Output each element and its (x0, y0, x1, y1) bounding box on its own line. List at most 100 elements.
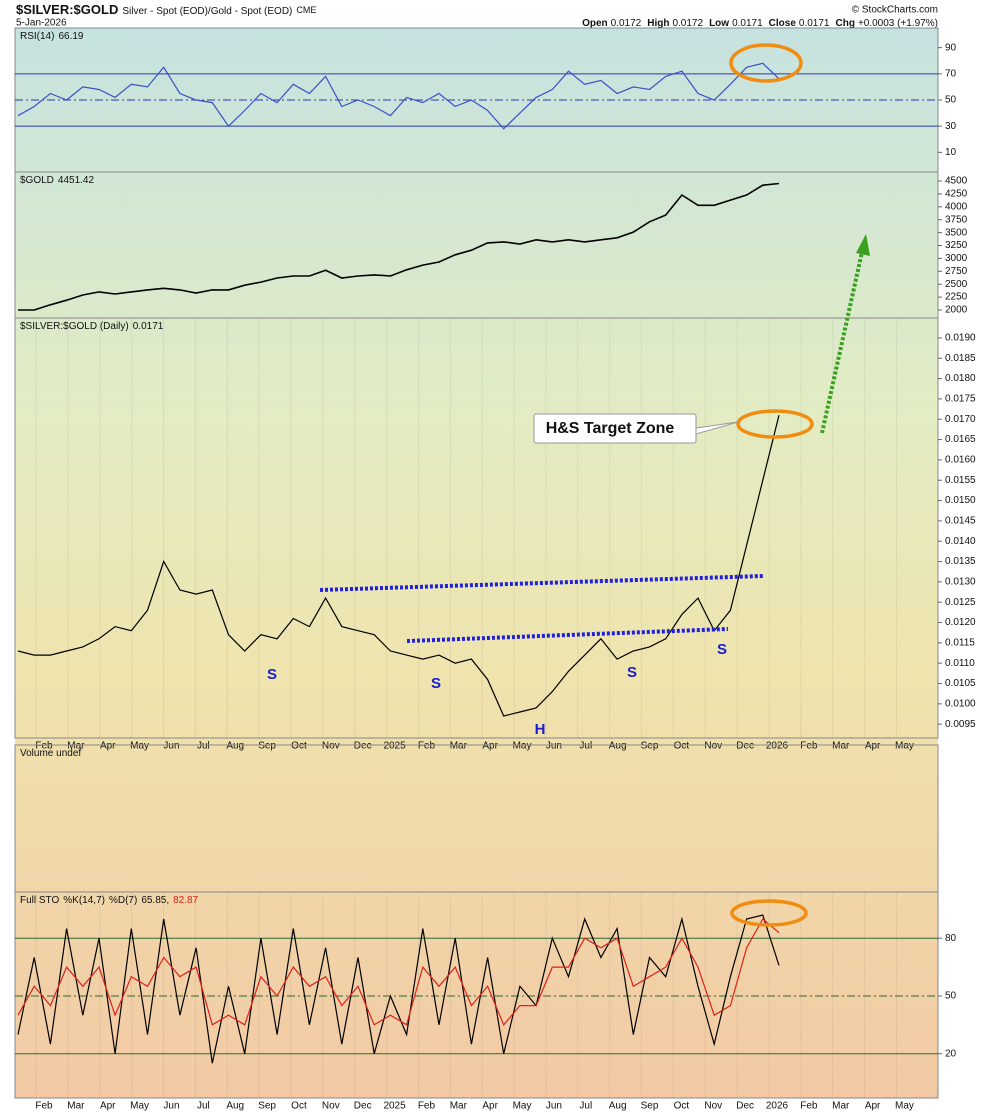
legend-value: 82.87 (173, 895, 198, 906)
legend-separator: , (166, 895, 169, 906)
ohlc-label: Low (709, 18, 729, 29)
x-tick-label: May (130, 741, 149, 752)
y-tick-label: 3750 (945, 214, 968, 225)
y-tick-label: 70 (945, 68, 957, 79)
x-tick-label: Jul (197, 741, 210, 752)
charts: 10 30 50 70 90 RSI(14) 66.19 2000 2250 2500 2750 30… (14, 27, 976, 1112)
arrow-shaft (820, 251, 864, 434)
x-tick-label: May (513, 741, 532, 752)
description: Silver - Spot (EOD)/Gold - Spot (EOD) (122, 6, 292, 17)
y-tick-label: 0.0185 (945, 353, 976, 364)
y-tick-label: 0.0095 (945, 719, 976, 730)
x-tick-label: Mar (450, 1101, 468, 1112)
x-tick-label: Oct (674, 741, 690, 752)
y-tick-label: 0.0100 (945, 698, 976, 709)
panel-frame (14, 891, 939, 1099)
y-tick-label: 0.0115 (945, 638, 975, 649)
legend-value: 0.0171 (133, 321, 164, 332)
y-tick-label: 50 (945, 95, 957, 106)
x-tick-label: May (895, 741, 914, 752)
y-tick-label: 30 (945, 121, 957, 132)
y-tick-label: 10 (945, 147, 957, 158)
ohlc-value: 0.0171 (732, 18, 763, 29)
x-tick-label: Sep (258, 741, 276, 752)
x-tick-label: 2026 (766, 741, 789, 752)
x-tick-label: Aug (226, 1101, 244, 1112)
x-tick-label: Oct (291, 741, 307, 752)
highlight-ellipse (736, 409, 814, 439)
y-tick-label: 20 (945, 1048, 957, 1059)
y-tick-label: 0.0110 (945, 658, 975, 669)
x-tick-label: Jul (579, 1101, 592, 1112)
x-tick-label: Apr (865, 741, 881, 752)
x-tick-label: Mar (832, 1101, 850, 1112)
y-tick-label: 4000 (945, 201, 968, 212)
x-tick-label: Dec (736, 1101, 754, 1112)
x-tick-label: 2026 (766, 1101, 789, 1112)
y-tick-label: 0.0160 (945, 455, 976, 466)
y-tick-label: 0.0165 (945, 434, 976, 445)
y-tick-label: 0.0155 (945, 475, 976, 486)
x-tick-label: Apr (482, 741, 498, 752)
credit: © StockCharts.com (852, 5, 938, 16)
series-line (18, 182, 780, 311)
legend: $GOLD 4451.42 (20, 175, 94, 186)
exchange: CME (296, 5, 316, 15)
ohlc-value: 0.0172 (611, 18, 642, 29)
legend-value: 4451.42 (58, 175, 95, 186)
x-tick-label: 2025 (383, 1101, 406, 1112)
x-tick-label: Feb (800, 1101, 818, 1112)
x-tick-label: Mar (832, 741, 850, 752)
x-tick-label: 2025 (383, 741, 406, 752)
x-tick-label: Feb (800, 741, 818, 752)
x-tick-label: Feb (35, 741, 53, 752)
y-tick-label: 2000 (945, 305, 968, 316)
x-tick-label: Apr (865, 1101, 881, 1112)
x-tick-label: Feb (418, 741, 436, 752)
legend: Volume undef (20, 748, 81, 759)
x-tick-label: Jun (163, 1101, 179, 1112)
head-label: H (535, 721, 546, 738)
y-tick-label: 50 (945, 991, 957, 1002)
legend-value: 66.19 (58, 31, 83, 42)
x-tick-label: Feb (418, 1101, 436, 1112)
x-tick-label: Dec (354, 1101, 372, 1112)
y-tick-label: 3250 (945, 240, 968, 251)
x-tick-label: Aug (609, 741, 627, 752)
y-tick-label: 90 (945, 42, 957, 53)
x-tick-label: Dec (354, 741, 372, 752)
x-tick-label: May (130, 1101, 149, 1112)
x-tick-label: Nov (322, 741, 340, 752)
x-tick-label: Aug (226, 741, 244, 752)
x-tick-label: May (513, 1101, 532, 1112)
y-tick-label: 0.0150 (945, 495, 976, 506)
ohlc-label: Close (769, 18, 797, 29)
y-tick-label: 0.0170 (945, 414, 976, 425)
symbol: $SILVER:$GOLD (16, 2, 118, 17)
ohlc: Open 0.0172 High 0.0172 Low 0.0171 Close 0.0171… (582, 18, 938, 29)
panel-title: Volume undef (20, 748, 81, 759)
x-tick-label: Mar (67, 741, 85, 752)
ohlc-label: Chg (835, 18, 854, 29)
ohlc-label: High (647, 18, 669, 29)
ohlc-value: 0.0172 (672, 18, 703, 29)
legend: $SILVER:$GOLD (Daily) 0.0171 (20, 321, 164, 332)
date: 5-Jan-2026 (16, 18, 67, 29)
callout-text: H&S Target Zone (546, 420, 675, 437)
legend-name: $GOLD (20, 175, 54, 186)
y-tick-label: 0.0190 (945, 333, 976, 344)
shoulder-label: S (431, 675, 441, 692)
neckline-upper (319, 574, 764, 592)
x-tick-label: Nov (322, 1101, 340, 1112)
annotations: S S S S H H&S Target Zone (267, 43, 870, 927)
panel-title: Full STO (20, 895, 59, 906)
x-tick-label: Sep (258, 1101, 276, 1112)
x-tick-label: Oct (674, 1101, 690, 1112)
x-tick-label: Jun (546, 1101, 562, 1112)
x-tick-label: Nov (704, 1101, 722, 1112)
x-tick-label: Feb (35, 1101, 53, 1112)
highlight-ellipse (729, 43, 803, 83)
legend: RSI(14) 66.19 (20, 31, 84, 42)
x-tick-label: Oct (291, 1101, 307, 1112)
